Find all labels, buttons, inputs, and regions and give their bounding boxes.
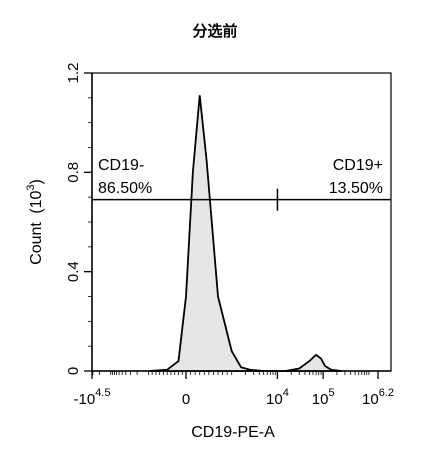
y-axis-title-main: Count — [28, 222, 45, 265]
y-axis-title-close: ) — [28, 179, 45, 184]
y-axis-title-exp: 3 — [25, 184, 37, 190]
gate-right-name: CD19+ — [333, 157, 383, 174]
y-axis-title-base: 10 — [28, 190, 45, 208]
y-axis: 0 0.4 0.8 1.2 — [65, 63, 93, 375]
gate-left-percent: 86.50% — [98, 180, 152, 197]
gate-left-name: CD19- — [98, 157, 144, 174]
y-axis-title: Count (103) — [25, 179, 45, 265]
x-tick-base: 10 — [362, 391, 379, 408]
chart-title: 分选前 — [192, 22, 237, 40]
y-tick-label: 0 — [65, 367, 82, 375]
y-axis-title-open: ( — [28, 208, 45, 214]
x-tick-base: 10 — [266, 391, 283, 408]
plot-frame — [91, 72, 392, 372]
series-layer — [148, 95, 342, 372]
gate-right-percent: 13.50% — [329, 180, 383, 197]
y-tick-label: 0.8 — [65, 162, 82, 183]
x-tick-label: -104.5 — [74, 387, 111, 408]
y-tick-label: 0.4 — [65, 261, 82, 282]
x-tick-exp: 4.5 — [95, 387, 110, 399]
x-tick-base: 10 — [312, 391, 329, 408]
x-tick-exp: 6.2 — [379, 387, 394, 399]
y-axis-title-group: Count (103) — [25, 179, 45, 265]
x-tick-label: 104 — [266, 387, 289, 408]
gate-layer: CD19- 86.50% CD19+ 13.50% — [92, 157, 391, 211]
x-axis: -104.5 0 104 105 106.2 — [74, 370, 394, 408]
x-tick-base: 0 — [182, 391, 190, 408]
x-tick-label: 106.2 — [362, 387, 394, 408]
x-tick-base: -10 — [74, 391, 96, 408]
x-tick-label: 105 — [312, 387, 335, 408]
x-axis-title: CD19-PE-A — [191, 424, 275, 441]
x-tick-exp: 5 — [328, 387, 334, 399]
x-tick-label: 0 — [182, 391, 190, 408]
histogram-series — [148, 95, 342, 372]
x-tick-exp: 4 — [283, 387, 289, 399]
y-tick-label: 1.2 — [65, 63, 82, 84]
